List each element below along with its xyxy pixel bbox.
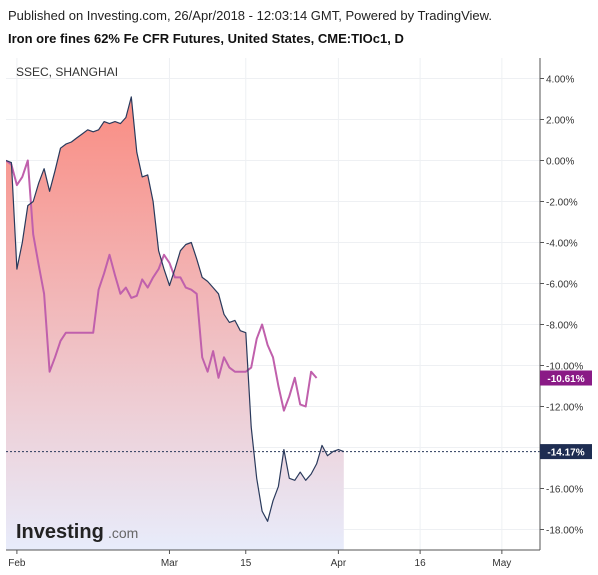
- logo-text: Investing: [16, 521, 104, 543]
- y-tick-label: -12.00%: [546, 403, 583, 414]
- x-tick-label: 15: [240, 558, 252, 569]
- investing-logo: Investing .com: [16, 521, 138, 543]
- x-axis-ticks: Feb Mar 15 Apr 16 May: [8, 550, 511, 569]
- y-tick-label: 4.00%: [546, 75, 574, 86]
- y-tick-label: -8.00%: [546, 321, 578, 332]
- chart-title: Iron ore fines 62% Fe CFR Futures, Unite…: [8, 31, 404, 46]
- y-tick-label: -4.00%: [546, 239, 578, 250]
- x-tick-label: Apr: [331, 558, 347, 569]
- main-value-badge-bg: [540, 444, 592, 460]
- comparison-value-badge-label: -10.61%: [547, 374, 584, 385]
- y-tick-label: 0.00%: [546, 157, 574, 168]
- logo-suffix: .com: [108, 525, 138, 541]
- main-series-area: [6, 96, 344, 550]
- x-tick-label: Feb: [8, 558, 26, 569]
- main-series-fill: [6, 96, 344, 550]
- x-tick-label: Mar: [161, 558, 179, 569]
- x-tick-label: May: [492, 558, 511, 569]
- y-tick-label: 2.00%: [546, 116, 574, 127]
- y-tick-label: -18.00%: [546, 526, 583, 537]
- y-tick-label: -6.00%: [546, 280, 578, 291]
- y-tick-label: -2.00%: [546, 198, 578, 209]
- series-lines: [6, 96, 540, 522]
- published-info: Published on Investing.com, 26/Apr/2018 …: [8, 8, 492, 23]
- y-tick-label: -16.00%: [546, 485, 583, 496]
- comparison-value-badge-bg: [540, 370, 592, 386]
- y-tick-label: -10.00%: [546, 362, 583, 373]
- last-value-badges: -10.61% -14.17%: [540, 370, 592, 460]
- y-axis-ticks: 4.00% 2.00% 0.00% -2.00% -4.00% -6.00% -8.00% -…: [540, 75, 583, 537]
- main-value-badge-label: -14.17%: [547, 448, 584, 459]
- main-series-line: [6, 96, 345, 522]
- legend-comparison-label: SSEC, SHANGHAI: [16, 65, 118, 79]
- x-tick-label: 16: [415, 558, 427, 569]
